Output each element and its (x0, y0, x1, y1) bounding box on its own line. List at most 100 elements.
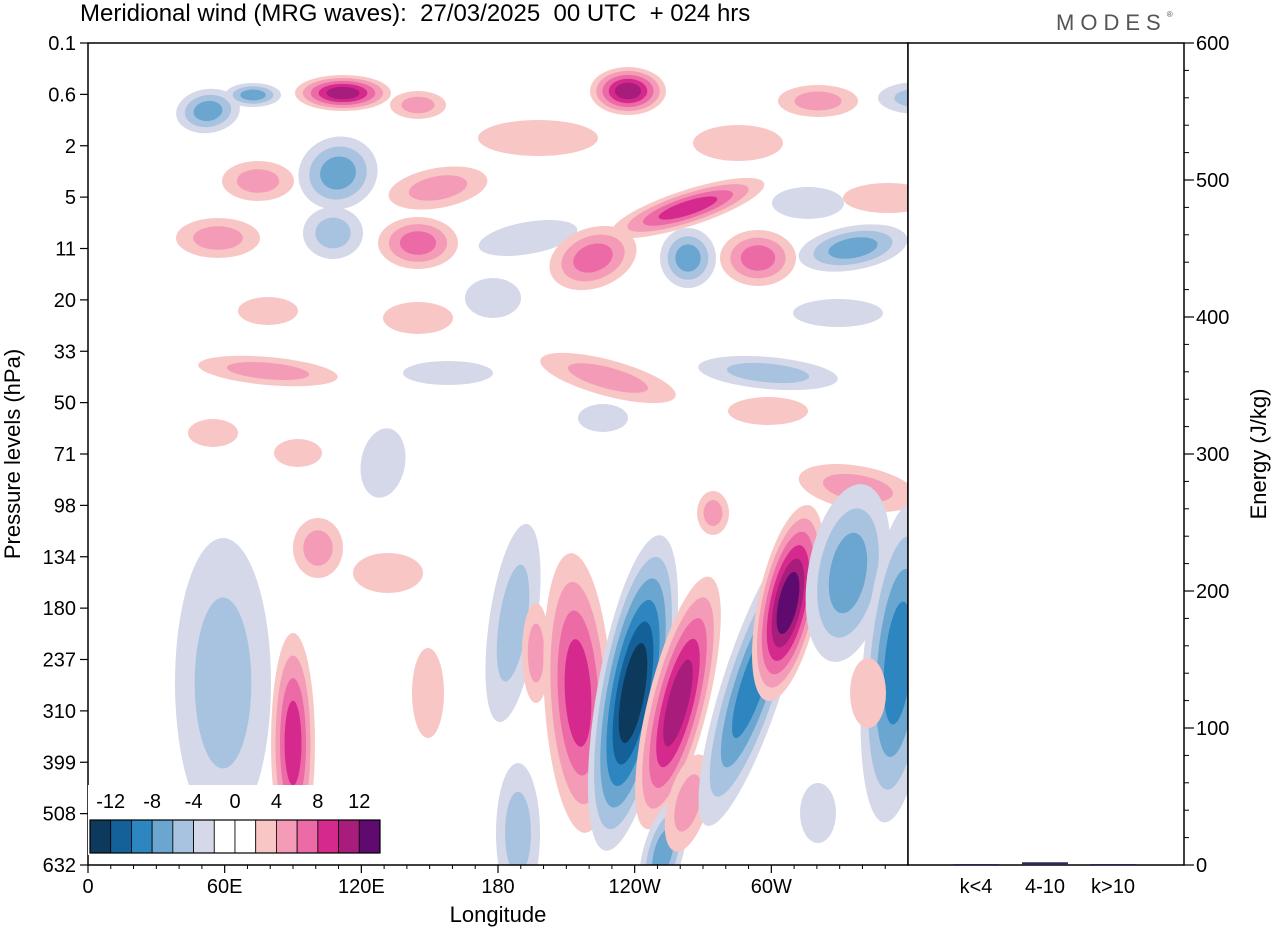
energy-bar-chart: 0 100 200 300 400 500 600 k<4 4-10 k>10 (953, 33, 1229, 898)
pos-cell-level (850, 658, 886, 728)
energy-tick-label: 600 (1196, 33, 1229, 55)
energy-category-label: 4-10 (1025, 876, 1065, 898)
neg-cell (800, 783, 836, 843)
neg-cell (660, 228, 716, 288)
pos-cell (478, 120, 598, 156)
pos-cell-level (226, 362, 310, 380)
neg-cell-level (496, 564, 530, 682)
pos-cell (843, 183, 908, 213)
neg-cell-level (578, 404, 628, 432)
colorbar-swatch (255, 819, 277, 854)
energy-bar (1090, 864, 1136, 865)
neg-cell (176, 88, 240, 134)
pos-cell-level (568, 363, 648, 393)
pos-cell (522, 603, 550, 703)
pos-cell (697, 491, 729, 535)
pressure-tick-label: 180 (43, 598, 76, 620)
colorbar-swatch (338, 819, 360, 854)
colorbar-swatch (172, 819, 194, 854)
neg-cell-level (320, 156, 356, 190)
colorbar-swatch (131, 819, 153, 854)
neg-cell (578, 404, 628, 432)
pos-cell-level (658, 196, 718, 220)
neg-cell (465, 278, 521, 318)
pos-cell (295, 75, 391, 111)
pressure-tick-label: 20 (54, 290, 76, 312)
colorbar-swatch (89, 819, 112, 854)
logo-registered-mark: ® (1166, 10, 1173, 19)
pos-cell (274, 439, 322, 467)
logo-text: MODES (1056, 10, 1167, 35)
neg-cell-level (894, 89, 908, 107)
colorbar-tick-label: -8 (143, 791, 161, 813)
pos-cell-level (353, 553, 423, 593)
pos-cell (635, 576, 721, 830)
pos-cell-level (193, 226, 243, 250)
longitude-tick-label: 180 (481, 876, 514, 898)
energy-tick-label: 100 (1196, 718, 1229, 740)
energy-tick-label: 200 (1196, 581, 1229, 603)
pos-cell (693, 125, 783, 161)
pos-cell (728, 397, 808, 425)
colorbar: -12 -8 -4 0 4 8 12 (88, 785, 384, 855)
neg-cell-level (315, 217, 351, 249)
energy-bar (953, 864, 999, 865)
x-axis-label: Longitude (450, 902, 547, 927)
pos-cell-level (412, 648, 444, 738)
pos-cell (378, 217, 458, 269)
neg-cell (772, 187, 844, 219)
colorbar-swatch (213, 819, 236, 854)
longitude-tick-label: 60W (751, 876, 792, 898)
pressure-tick-label: 33 (54, 341, 76, 363)
colorbar-swatch (296, 819, 319, 854)
pos-cell (720, 230, 796, 286)
pos-cell-level (573, 243, 613, 273)
neg-cell (496, 763, 540, 865)
pos-cell-level (401, 96, 435, 114)
neg-cell-level (793, 299, 883, 327)
neg-cell-level (478, 220, 578, 256)
energy-bar (1022, 862, 1068, 865)
pos-cell (664, 754, 712, 852)
neg-cell-level (800, 783, 836, 843)
energy-tick-label: 500 (1196, 170, 1229, 192)
pos-cell (590, 67, 666, 115)
colorbar-swatch (317, 819, 339, 854)
neg-cell (225, 83, 281, 107)
pressure-axis: 0.1 0.6 2 5 11 20 33 50 71 98 134 180 237 310 399 508 63… (43, 33, 88, 877)
pos-cell-level (274, 439, 322, 467)
longitude-tick-label: 120E (338, 876, 385, 898)
pressure-tick-label: 237 (43, 650, 76, 672)
pressure-tick-label: 50 (54, 393, 76, 415)
pressure-tick-label: 5 (65, 187, 76, 209)
modes-logo: MODES® (1056, 10, 1173, 36)
pos-cell (238, 297, 298, 325)
neg-cell (798, 224, 908, 272)
colorbar-swatch (358, 819, 381, 854)
pos-cell (549, 225, 637, 291)
neg-cell (878, 82, 908, 114)
pos-cell-level (238, 297, 298, 325)
pressure-tick-label: 310 (43, 701, 76, 723)
colorbar-swatch (151, 819, 174, 854)
pos-cell-level (303, 530, 333, 566)
pos-cell-level (284, 700, 302, 786)
colorbar-tick-label: 0 (229, 791, 240, 813)
neg-cell (303, 207, 363, 259)
neg-cell-level (194, 597, 252, 769)
pressure-tick-label: 134 (43, 547, 76, 569)
pressure-tick-label: 399 (43, 752, 76, 774)
neg-cell-level (828, 532, 868, 614)
neg-cell (403, 361, 493, 385)
pressure-tick-label: 11 (55, 239, 76, 261)
pos-cell (850, 658, 886, 728)
pressure-tick-label: 71 (54, 444, 76, 466)
pos-cell-level (693, 125, 783, 161)
colorbar-swatch (110, 819, 132, 854)
neg-cell (478, 220, 578, 256)
neg-cell-level (772, 187, 844, 219)
pos-cell-level (728, 397, 808, 425)
pos-cell-level (236, 169, 280, 193)
chart-title: Meridional wind (MRG waves): 27/03/2025 … (80, 0, 751, 27)
longitude-axis: 0 60E 120E 180 120W 60W (82, 865, 886, 898)
